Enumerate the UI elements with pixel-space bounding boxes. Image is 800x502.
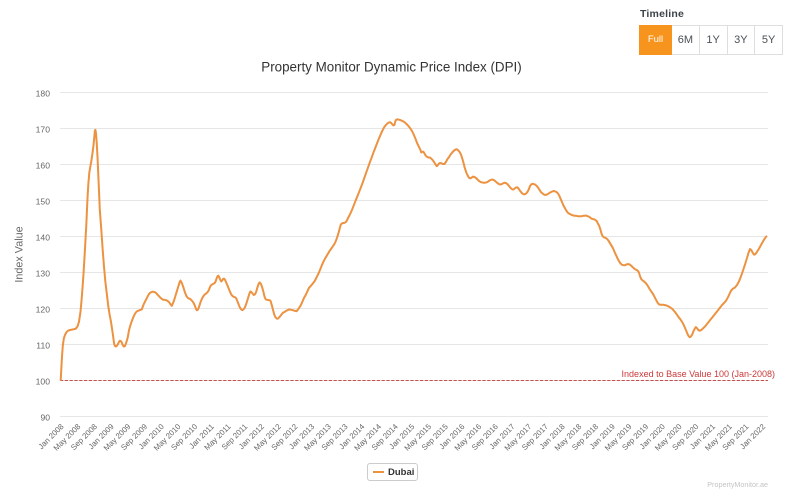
svg-text:90: 90 xyxy=(40,412,50,422)
svg-text:Index Value: Index Value xyxy=(14,226,26,282)
svg-text:150: 150 xyxy=(36,196,51,206)
svg-text:110: 110 xyxy=(36,340,50,350)
svg-text:120: 120 xyxy=(36,304,51,314)
svg-text:130: 130 xyxy=(36,268,51,278)
svg-text:160: 160 xyxy=(36,160,51,170)
svg-text:Property Monitor Dynamic Price: Property Monitor Dynamic Price Index (DP… xyxy=(261,60,521,75)
svg-text:140: 140 xyxy=(36,232,51,242)
svg-text:180: 180 xyxy=(36,88,51,98)
svg-text:Indexed to Base Value 100 (Jan: Indexed to Base Value 100 (Jan-2008) xyxy=(622,369,775,379)
svg-text:100: 100 xyxy=(36,376,51,386)
svg-text:170: 170 xyxy=(36,124,51,134)
